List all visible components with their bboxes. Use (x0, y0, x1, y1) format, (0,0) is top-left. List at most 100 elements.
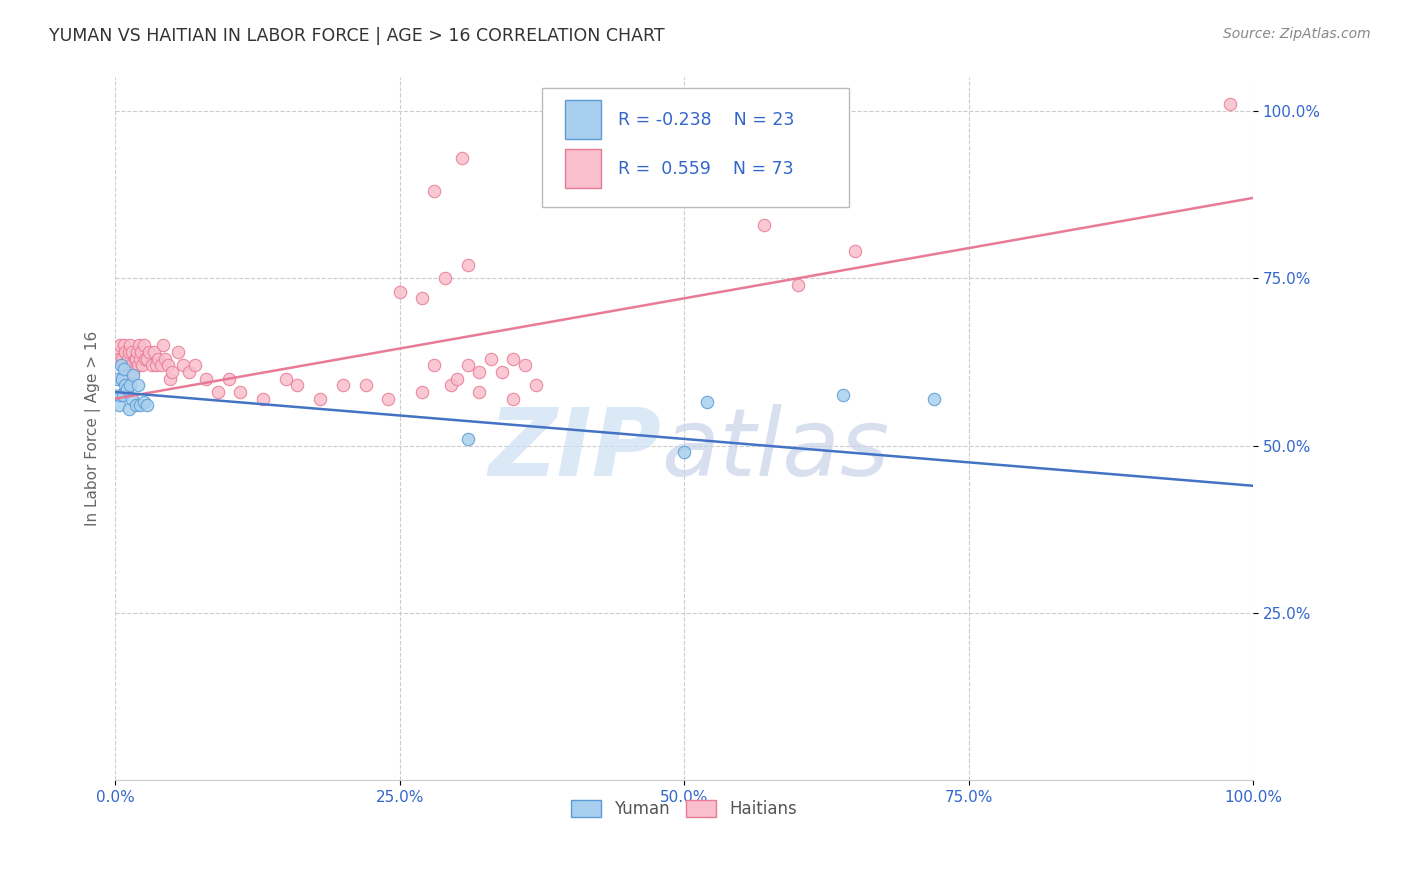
Point (108, 388, 131, 402)
Point (457, 258, 479, 272)
Text: R =  0.559    N = 73: R = 0.559 N = 73 (619, 160, 794, 178)
Point (924, 392, 946, 406)
Point (673, 445, 696, 459)
Point (129, 351, 152, 366)
Point (111, 351, 134, 366)
Point (195, 372, 218, 386)
Point (696, 395, 718, 409)
Point (309, 392, 332, 406)
Point (149, 359, 172, 373)
FancyBboxPatch shape (565, 150, 600, 188)
Point (160, 365, 183, 379)
Point (128, 338, 150, 352)
Point (468, 365, 491, 379)
Point (110, 372, 132, 386)
Point (132, 338, 155, 352)
Point (354, 378, 377, 392)
Point (125, 344, 148, 359)
Point (107, 351, 129, 366)
Point (184, 359, 207, 373)
Point (752, 218, 775, 232)
Point (110, 359, 132, 373)
Point (423, 359, 446, 373)
Point (118, 338, 141, 352)
Text: YUMAN VS HAITIAN IN LABOR FORCE | AGE > 16 CORRELATION CHART: YUMAN VS HAITIAN IN LABOR FORCE | AGE > … (49, 27, 665, 45)
Point (118, 378, 141, 392)
Point (1219, 97, 1241, 112)
Point (136, 351, 159, 366)
Point (114, 344, 136, 359)
Text: atlas: atlas (661, 404, 890, 495)
Point (423, 184, 446, 198)
Point (131, 344, 153, 359)
Point (285, 378, 308, 392)
Point (218, 372, 240, 386)
Point (457, 432, 479, 446)
Point (115, 359, 138, 373)
Text: R = -0.238    N = 23: R = -0.238 N = 23 (619, 111, 794, 128)
Point (124, 351, 146, 366)
Point (832, 388, 855, 402)
Point (122, 368, 145, 383)
Point (451, 151, 474, 165)
Point (127, 378, 149, 392)
Point (118, 401, 141, 416)
Point (107, 372, 129, 386)
Point (411, 291, 433, 305)
Point (108, 338, 131, 352)
Point (115, 382, 138, 396)
Point (127, 359, 149, 373)
Point (172, 359, 194, 373)
Point (107, 399, 129, 413)
Text: ZIP: ZIP (488, 404, 661, 496)
Point (446, 372, 468, 386)
Point (142, 344, 165, 359)
Point (457, 359, 479, 373)
Legend: Yuman, Haitians: Yuman, Haitians (564, 793, 804, 825)
Point (124, 351, 146, 366)
Point (179, 365, 201, 379)
Point (134, 351, 156, 366)
Point (479, 351, 502, 366)
Point (112, 359, 135, 373)
Point (117, 351, 139, 366)
Point (491, 365, 513, 379)
Point (132, 395, 155, 409)
Point (252, 392, 274, 406)
Point (434, 271, 457, 285)
Point (136, 399, 159, 413)
Point (112, 338, 135, 352)
FancyBboxPatch shape (541, 88, 849, 208)
Point (332, 378, 354, 392)
Point (121, 344, 143, 359)
Point (118, 344, 141, 359)
Point (152, 338, 174, 352)
Point (138, 344, 160, 359)
Point (156, 359, 179, 373)
Point (274, 372, 297, 386)
Point (388, 285, 411, 299)
Point (166, 344, 188, 359)
Point (786, 277, 808, 292)
Point (111, 372, 134, 386)
Point (207, 385, 229, 400)
Point (141, 359, 163, 373)
Point (524, 378, 547, 392)
Point (124, 399, 146, 413)
FancyBboxPatch shape (565, 100, 600, 139)
Point (114, 378, 136, 392)
Point (129, 399, 152, 413)
Point (112, 361, 135, 376)
Y-axis label: In Labor Force | Age > 16: In Labor Force | Age > 16 (86, 331, 101, 526)
Point (122, 365, 145, 379)
Point (502, 392, 524, 406)
Point (148, 351, 170, 366)
Point (502, 351, 524, 366)
Point (468, 385, 491, 400)
Point (145, 359, 167, 373)
Point (377, 392, 399, 406)
Point (513, 359, 536, 373)
Point (844, 244, 866, 259)
Point (159, 372, 181, 386)
Text: Source: ZipAtlas.com: Source: ZipAtlas.com (1223, 27, 1371, 41)
